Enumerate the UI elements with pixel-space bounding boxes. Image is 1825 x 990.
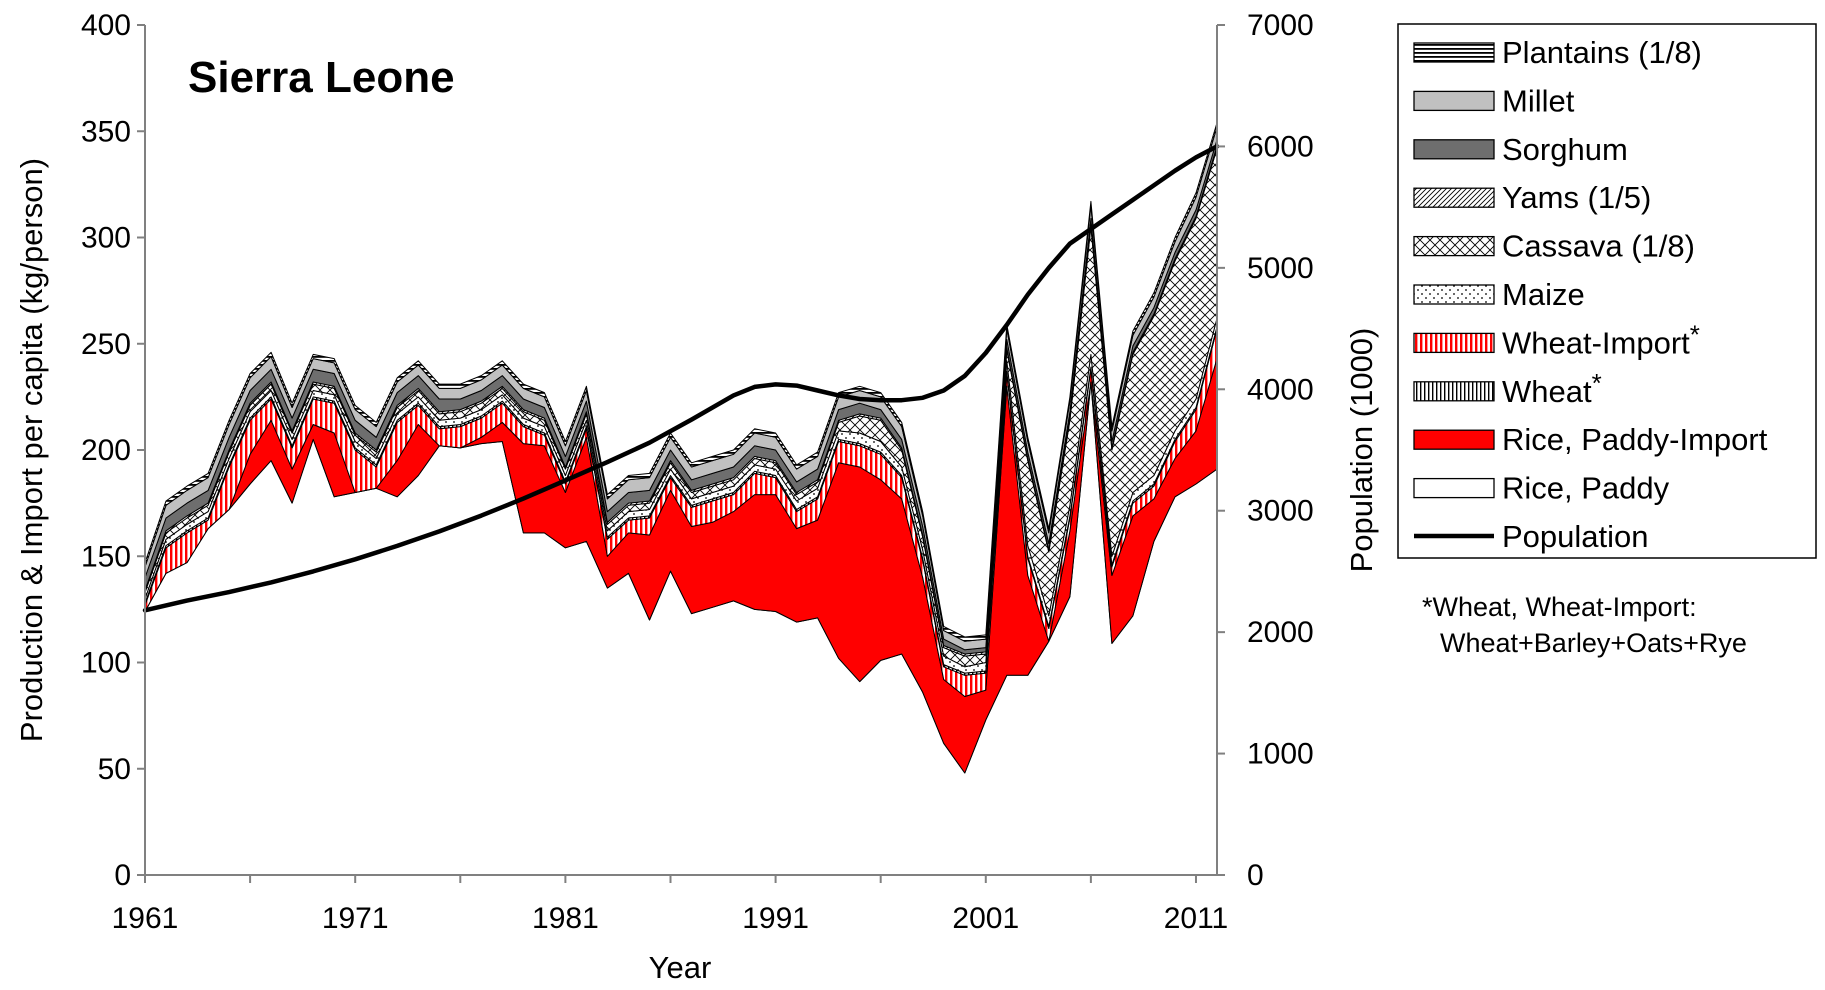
legend-item-wheat: Wheat* bbox=[1413, 368, 1602, 409]
left-y-ticks: 0 50 100 150 200 250 300 350 400 bbox=[81, 9, 145, 892]
y2-tick-label: 3000 bbox=[1247, 495, 1314, 528]
x-tick-label: 1991 bbox=[742, 902, 809, 935]
left-y-axis-title: Production & Import per capita (kg/perso… bbox=[14, 158, 49, 742]
legend-item-maize: Maize bbox=[1413, 277, 1585, 312]
legend-label: Wheat-Import* bbox=[1502, 319, 1700, 360]
legend-swatch bbox=[1413, 477, 1495, 499]
legend-swatch bbox=[1413, 90, 1495, 112]
y2-tick-label: 7000 bbox=[1247, 9, 1314, 42]
y-tick-label: 400 bbox=[81, 9, 131, 42]
x-tick-label: 1961 bbox=[112, 902, 179, 935]
y-tick-label: 150 bbox=[81, 540, 131, 573]
y2-tick-label: 2000 bbox=[1247, 616, 1314, 649]
legend-swatch bbox=[1413, 42, 1495, 63]
y-tick-label: 250 bbox=[81, 328, 131, 361]
footnote-line-1: *Wheat, Wheat-Import: bbox=[1422, 592, 1697, 622]
legend-label: Maize bbox=[1502, 277, 1585, 312]
legend-item-rice-paddy-import: Rice, Paddy-Import bbox=[1413, 422, 1768, 457]
legend-item-rice-paddy: Rice, Paddy bbox=[1413, 471, 1670, 506]
y-tick-label: 50 bbox=[98, 753, 131, 786]
x-tick-label: 1981 bbox=[532, 902, 599, 935]
x-ticks: 1961 1971 1981 1991 2001 2011 bbox=[112, 875, 1229, 935]
y-tick-label: 0 bbox=[114, 859, 131, 892]
footnote-line-2: Wheat+Barley+Oats+Rye bbox=[1440, 628, 1747, 658]
legend-label: Population bbox=[1502, 519, 1649, 554]
population-line-layer bbox=[142, 144, 1220, 613]
x-tick-label: 2011 bbox=[1164, 902, 1229, 935]
legend-label: Rice, Paddy-Import bbox=[1502, 422, 1768, 457]
legend-label: Rice, Paddy bbox=[1502, 471, 1670, 506]
y-tick-label: 300 bbox=[81, 222, 131, 255]
legend-item-cassava-1-8: Cassava (1/8) bbox=[1413, 229, 1695, 264]
y2-tick-label: 6000 bbox=[1247, 130, 1314, 163]
y-tick-label: 100 bbox=[81, 647, 131, 680]
y2-tick-label: 4000 bbox=[1247, 373, 1314, 406]
legend-item-wheat-import: Wheat-Import* bbox=[1413, 319, 1700, 360]
legend: Plantains (1/8) Millet Sorghum Yams (1/5) Ca… bbox=[1397, 23, 1817, 559]
legend-swatch bbox=[1413, 284, 1495, 305]
right-y-axis-title: Population (1000) bbox=[1344, 328, 1379, 573]
stacked-areas bbox=[144, 122, 1218, 876]
legend-item-millet: Millet bbox=[1413, 83, 1575, 118]
right-y-ticks: 0 1000 2000 3000 4000 5000 6000 7000 bbox=[1217, 9, 1314, 892]
x-tick-label: 2001 bbox=[952, 902, 1019, 935]
y-tick-label: 200 bbox=[81, 434, 131, 467]
x-axis-title: Year bbox=[649, 950, 712, 985]
legend-label: Cassava (1/8) bbox=[1502, 229, 1695, 264]
y2-tick-label: 1000 bbox=[1247, 738, 1314, 771]
y-tick-label: 350 bbox=[81, 115, 131, 148]
legend-swatch bbox=[1413, 429, 1495, 450]
legend-swatch bbox=[1413, 235, 1495, 257]
legend-swatch bbox=[1413, 381, 1495, 402]
legend-item-population: Population bbox=[1414, 519, 1649, 554]
legend-label: Millet bbox=[1502, 83, 1575, 118]
chart-title: Sierra Leone bbox=[188, 53, 455, 102]
population-line bbox=[142, 144, 1220, 613]
legend-swatch bbox=[1413, 332, 1495, 354]
legend-label: Plantains (1/8) bbox=[1502, 35, 1702, 70]
legend-item-yams-1-5: Yams (1/5) bbox=[1413, 180, 1651, 215]
legend-item-sorghum: Sorghum bbox=[1413, 132, 1628, 167]
y2-tick-label: 5000 bbox=[1247, 252, 1314, 285]
legend-label: Wheat* bbox=[1502, 368, 1602, 409]
y2-tick-label: 0 bbox=[1247, 859, 1264, 892]
legend-swatch bbox=[1413, 139, 1495, 160]
legend-label: Yams (1/5) bbox=[1502, 180, 1651, 215]
legend-item-plantains-1-8: Plantains (1/8) bbox=[1413, 35, 1702, 70]
x-tick-label: 1971 bbox=[322, 902, 389, 935]
legend-label: Sorghum bbox=[1502, 132, 1628, 167]
legend-swatch bbox=[1413, 187, 1495, 208]
